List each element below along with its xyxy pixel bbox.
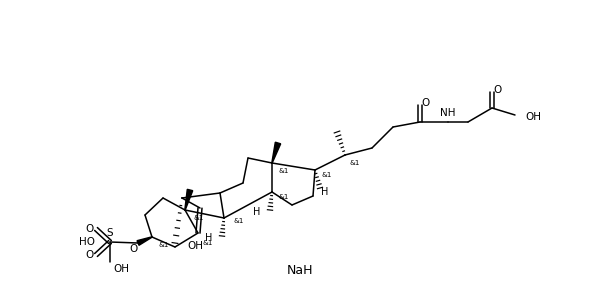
Text: HO: HO (79, 237, 95, 247)
Text: &1: &1 (234, 218, 244, 224)
Text: OH: OH (187, 241, 203, 251)
Text: H: H (205, 233, 212, 243)
Text: &1: &1 (159, 242, 169, 248)
Polygon shape (185, 189, 193, 210)
Text: S: S (107, 228, 113, 238)
Text: O: O (421, 98, 429, 108)
Text: H: H (253, 207, 261, 217)
Text: NaH: NaH (287, 263, 313, 276)
Text: O: O (85, 224, 93, 234)
Text: &1: &1 (194, 215, 204, 221)
Text: O: O (129, 244, 137, 254)
Text: &1: &1 (203, 240, 213, 246)
Text: O: O (493, 85, 501, 95)
Text: NH: NH (440, 108, 455, 118)
Text: O: O (85, 250, 93, 260)
Text: &1: &1 (279, 168, 289, 174)
Polygon shape (272, 142, 281, 163)
Text: &1: &1 (322, 172, 332, 178)
Text: OH: OH (525, 112, 541, 122)
Text: H: H (322, 187, 329, 197)
Text: &1: &1 (350, 160, 360, 166)
Text: OH: OH (113, 264, 129, 274)
Polygon shape (137, 237, 152, 245)
Text: &1: &1 (279, 194, 289, 200)
